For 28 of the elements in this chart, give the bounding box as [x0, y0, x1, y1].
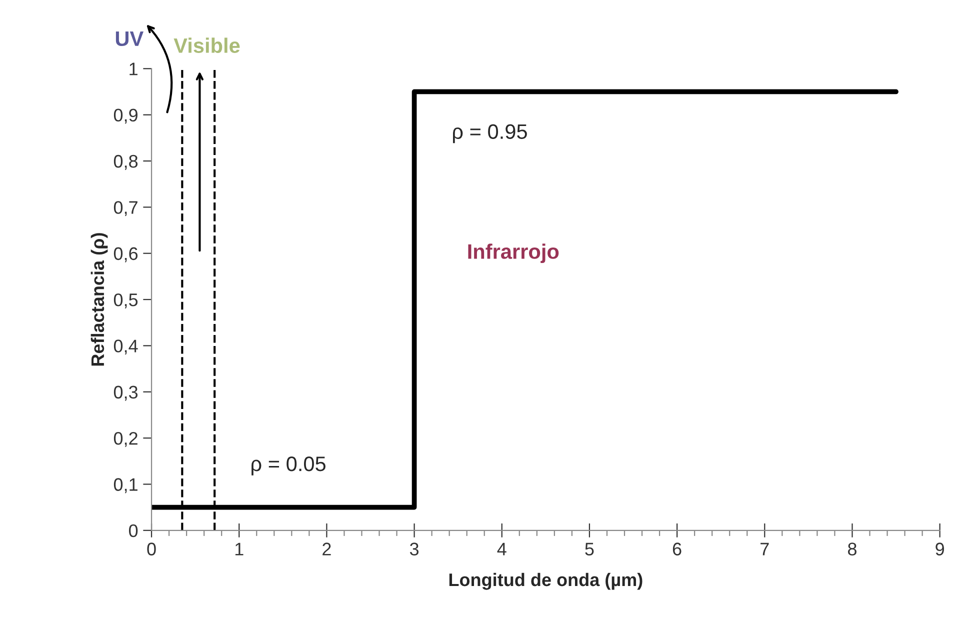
x-tick-label: 8 — [848, 542, 856, 556]
annotation: ρ = 0.95 — [453, 124, 527, 144]
x-tick-label: 4 — [497, 542, 506, 556]
y-tick-label: 0,8 — [114, 154, 138, 170]
y-tick-label: 0,6 — [114, 247, 138, 262]
y-tick-label: 0,4 — [114, 340, 138, 355]
y-tick-label: 0,5 — [114, 293, 138, 308]
text: UV — [116, 32, 144, 46]
y-tick-label: 0,3 — [114, 386, 138, 401]
x-axis-title: Longitud de onda (µm) — [449, 572, 642, 590]
y-axis-title: Reflactancia (ρ) — [90, 233, 108, 366]
annotation: Infrarrojo — [468, 244, 559, 264]
y-tick-label: 0,2 — [114, 432, 138, 447]
x-tick-label: 7 — [760, 542, 769, 556]
x-tick-label: 1 — [235, 542, 244, 556]
x-tick-label: 5 — [585, 542, 594, 556]
x-tick-label: 0 — [147, 542, 156, 556]
y-tick-label: 0 — [128, 524, 138, 538]
annotation: ρ = 0.05 — [252, 456, 326, 476]
x-tick-label: 3 — [410, 542, 419, 556]
x-tick-label: 9 — [936, 542, 944, 556]
x-tick-label: 6 — [672, 542, 682, 556]
y-tick-label: 0,1 — [114, 478, 138, 494]
text: Visible — [174, 38, 240, 53]
y-tick-label: 0,9 — [114, 108, 138, 124]
x-tick-label: 2 — [322, 542, 331, 556]
y-tick-label: 1 — [130, 62, 138, 76]
y-tick-label: 0,7 — [114, 201, 138, 216]
